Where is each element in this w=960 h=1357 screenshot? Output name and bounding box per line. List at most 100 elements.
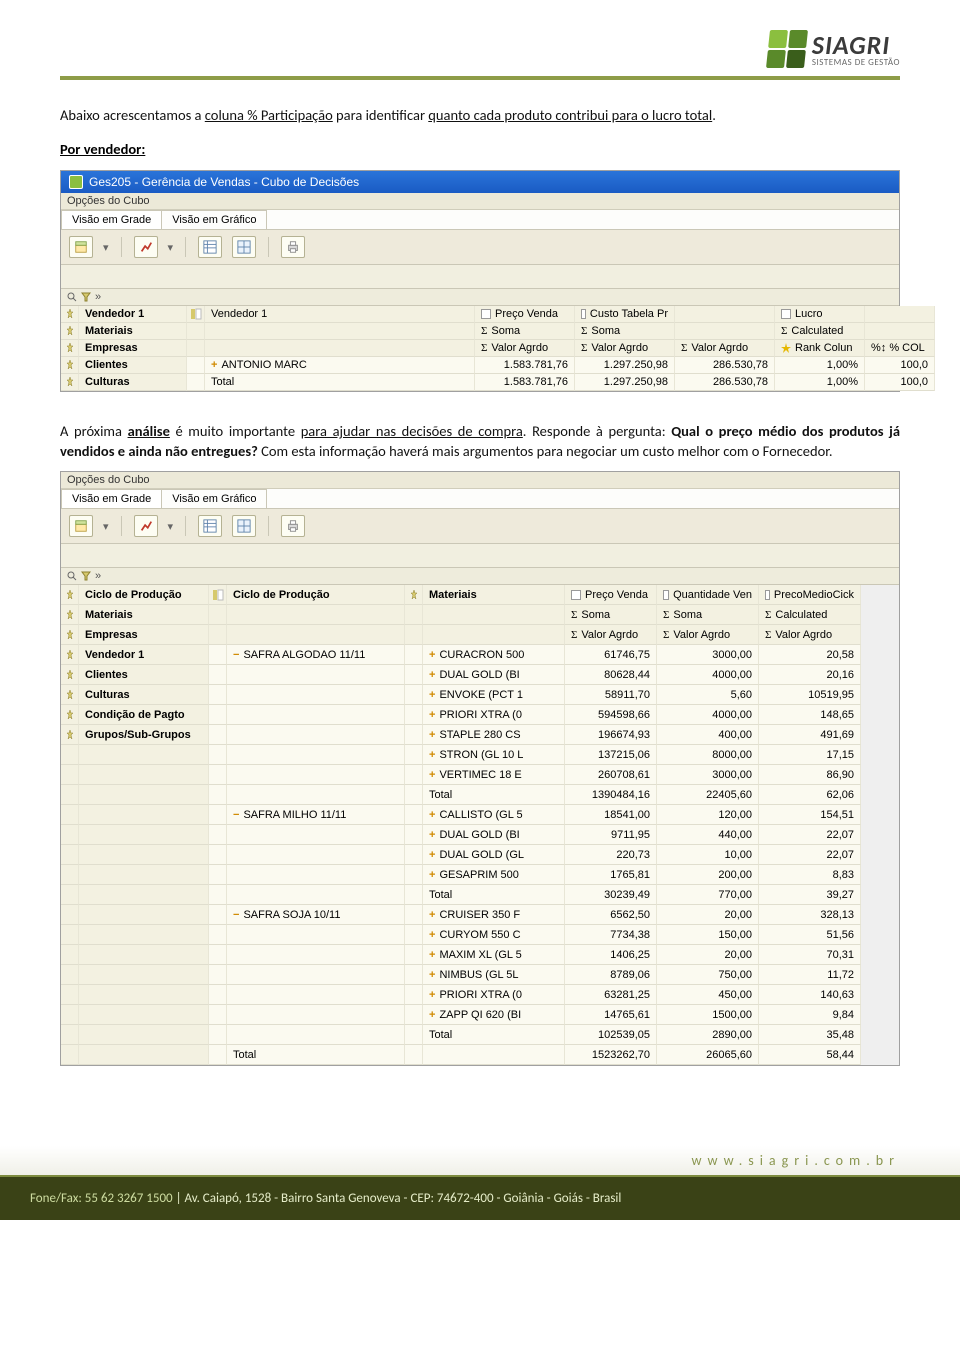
toolbar2-btn-4[interactable] xyxy=(232,515,256,537)
toolbar-print-button[interactable] xyxy=(281,236,305,258)
sidebar-item[interactable]: Clientes xyxy=(79,357,187,374)
material-label: Total xyxy=(423,1025,565,1045)
view-tabs: Visão em Grade Visão em Gráfico xyxy=(61,210,899,230)
group-label xyxy=(227,1025,405,1045)
tab-grafico[interactable]: Visão em Gráfico xyxy=(161,210,267,229)
toolbar2-btn-2[interactable] xyxy=(134,515,158,537)
s xyxy=(209,605,227,625)
cell-pm: 10519,95 xyxy=(759,685,861,705)
pin-icon xyxy=(61,645,79,665)
s xyxy=(79,845,209,865)
pin-icon xyxy=(61,665,79,685)
col-lucro[interactable]: Lucro xyxy=(775,306,865,323)
cell-preco: 80628,44 xyxy=(565,665,657,685)
s xyxy=(209,1005,227,1025)
toolbar-btn-4[interactable] xyxy=(232,236,256,258)
material-label[interactable]: +ZAPP QI 620 (BI xyxy=(423,1005,565,1025)
sidebar-item[interactable]: Condição de Pagto xyxy=(79,705,209,725)
material-label[interactable]: +MAXIM XL (GL 5 xyxy=(423,945,565,965)
toolbar: ▾ ▾ xyxy=(61,230,899,265)
toolbar-btn-3[interactable] xyxy=(198,236,222,258)
material-label[interactable]: +DUAL GOLD (GL xyxy=(423,845,565,865)
cell-pm: 22,07 xyxy=(759,845,861,865)
group-label[interactable]: −SAFRA ALGODAO 11/11 xyxy=(227,645,405,665)
window-titlebar[interactable]: Ges205 - Gerência de Vendas - Cubo de De… xyxy=(61,171,899,193)
s xyxy=(79,805,209,825)
paragraph-1: Abaixo acrescentamos a coluna % Particip… xyxy=(60,106,900,126)
sidebar-item[interactable]: Clientes xyxy=(79,665,209,685)
material-label[interactable]: +VERTIMEC 18 E xyxy=(423,765,565,785)
paragraph-2: A próxima análise é muito importante par… xyxy=(60,422,900,461)
agg-va-1: Valor Agrdo xyxy=(475,340,575,357)
group-label[interactable]: −SAFRA SOJA 10/11 xyxy=(227,905,405,925)
pivot-grid-2: Ciclo de ProduçãoCiclo de ProduçãoMateri… xyxy=(61,585,899,1065)
material-label[interactable]: +DUAL GOLD (BI xyxy=(423,825,565,845)
toolbar-btn-2[interactable] xyxy=(134,236,158,258)
group-label[interactable]: −SAFRA MILHO 11/11 xyxy=(227,805,405,825)
sidebar-item[interactable]: Grupos/Sub-Grupos xyxy=(79,725,209,745)
tab-grade-2[interactable]: Visão em Grade xyxy=(61,489,162,508)
dim-materiais[interactable]: Materiais xyxy=(423,585,565,605)
pin-icon xyxy=(61,306,79,323)
material-label[interactable]: +CRUISER 350 F xyxy=(423,905,565,925)
cell-preco: 1765,81 xyxy=(565,865,657,885)
material-label[interactable]: +CURACRON 500 xyxy=(423,645,565,665)
col-preco-venda[interactable]: Preço Venda xyxy=(475,306,575,323)
sidebar-empresas[interactable]: Empresas xyxy=(79,340,187,357)
cell-pm: 491,69 xyxy=(759,725,861,745)
cell-qtd: 5,60 xyxy=(657,685,759,705)
spacer xyxy=(187,323,205,340)
group-label xyxy=(227,785,405,805)
menu-opcoes-2[interactable]: Opções do Cubo xyxy=(61,472,899,489)
tab-grade[interactable]: Visão em Grade xyxy=(61,210,162,229)
row-label[interactable]: +ANTONIO MARC xyxy=(205,357,475,374)
s xyxy=(61,745,79,765)
tab-grafico-2[interactable]: Visão em Gráfico xyxy=(161,489,267,508)
filter-bar[interactable]: » xyxy=(61,289,899,306)
toolbar2-btn-1[interactable] xyxy=(69,515,93,537)
col-precomedio[interactable]: PrecoMedioCick xyxy=(759,585,861,605)
cell-preco: 1523262,70 xyxy=(565,1045,657,1065)
cell-pm: 70,31 xyxy=(759,945,861,965)
col-custo[interactable]: Custo Tabela Pr xyxy=(575,306,675,323)
group-label xyxy=(227,725,405,745)
sidebar-item[interactable]: Vendedor 1 xyxy=(79,645,209,665)
funnel-icon xyxy=(81,292,91,302)
toolbar2-print-button[interactable] xyxy=(281,515,305,537)
row-label[interactable]: Total xyxy=(205,374,475,391)
pin-icon xyxy=(61,625,79,645)
sidebar-materiais[interactable]: Materiais xyxy=(79,323,187,340)
col-preco[interactable]: Preço Venda xyxy=(565,585,657,605)
col-qtd[interactable]: Quantidade Ven xyxy=(657,585,759,605)
s xyxy=(61,825,79,845)
sidebar-materiais[interactable]: Materiais xyxy=(79,605,209,625)
spacer xyxy=(865,323,935,340)
sidebar-ciclo[interactable]: Ciclo de Produção xyxy=(79,585,209,605)
material-label[interactable]: +NIMBUS (GL 5L xyxy=(423,965,565,985)
material-label[interactable]: +CURYOM 550 C xyxy=(423,925,565,945)
toolbar-btn-1[interactable] xyxy=(69,236,93,258)
page-header: SIAGRI SISTEMAS DE GESTÃO xyxy=(60,30,900,76)
cell-preco: 6562,50 xyxy=(565,905,657,925)
material-label[interactable]: +DUAL GOLD (BI xyxy=(423,665,565,685)
s xyxy=(61,965,79,985)
material-label[interactable]: +GESAPRIM 500 xyxy=(423,865,565,885)
material-label[interactable]: +ENVOKE (PCT 1 xyxy=(423,685,565,705)
s xyxy=(79,1025,209,1045)
dim-ciclo[interactable]: Ciclo de Produção xyxy=(227,585,405,605)
sidebar-vendedor1[interactable]: Vendedor 1 xyxy=(79,306,187,323)
material-label[interactable]: +STRON (GL 10 L xyxy=(423,745,565,765)
material-label[interactable]: +PRIORI XTRA (0 xyxy=(423,985,565,1005)
material-label[interactable]: +CALLISTO (GL 5 xyxy=(423,805,565,825)
dim-vendedor1[interactable]: Vendedor 1 xyxy=(205,306,475,323)
toolbar2-btn-3[interactable] xyxy=(198,515,222,537)
material-label[interactable]: +STAPLE 280 CS xyxy=(423,725,565,745)
material-label[interactable]: +PRIORI XTRA (0 xyxy=(423,705,565,725)
cell-preco: 594598,66 xyxy=(565,705,657,725)
filter-bar-2[interactable]: » xyxy=(61,568,899,585)
sidebar-empresas[interactable]: Empresas xyxy=(79,625,209,645)
sidebar-item[interactable]: Culturas xyxy=(79,374,187,391)
menu-opcoes[interactable]: Opções do Cubo xyxy=(61,193,899,210)
sidebar-item[interactable]: Culturas xyxy=(79,685,209,705)
group-label xyxy=(227,965,405,985)
